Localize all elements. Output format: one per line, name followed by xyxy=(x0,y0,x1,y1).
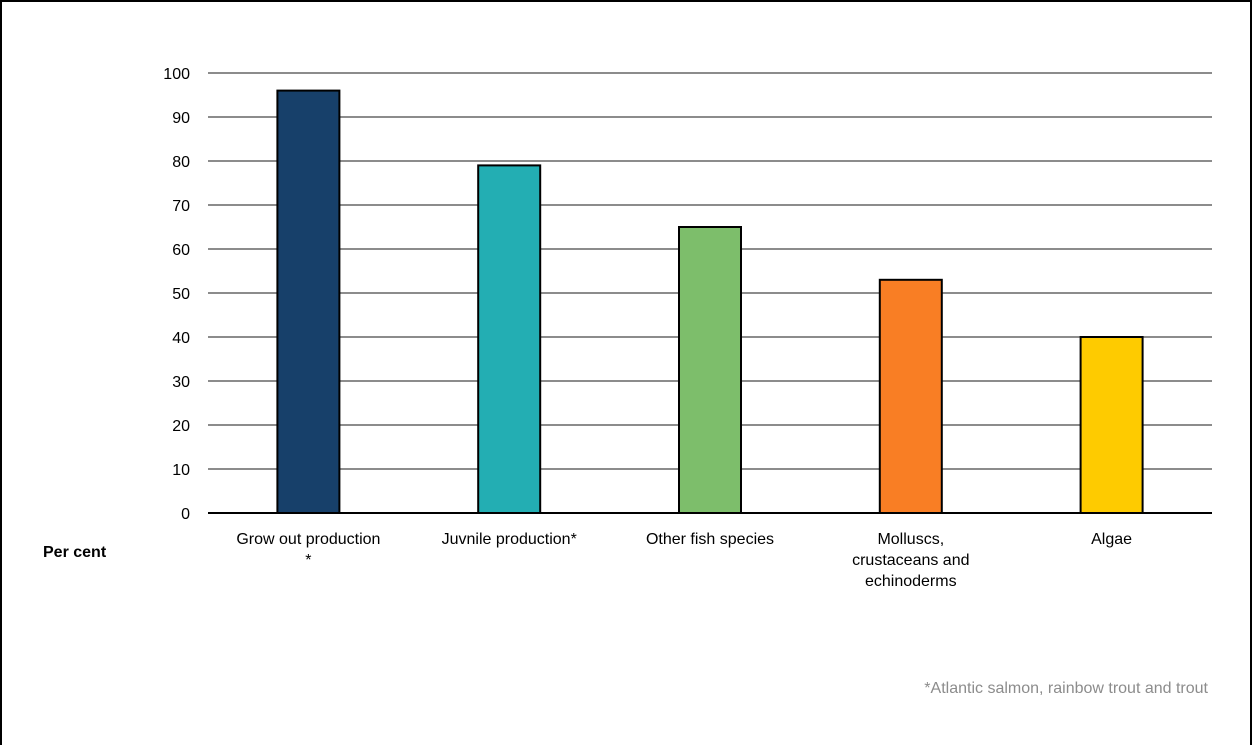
footnote: *Atlantic salmon, rainbow trout and trou… xyxy=(924,680,1208,697)
y-tick-label: 20 xyxy=(172,418,190,435)
x-axis-categories: Grow out production * Juvnile production* O… xyxy=(236,531,1132,590)
category-label-line: crustaceans and xyxy=(852,552,969,569)
y-tick-label: 70 xyxy=(172,198,190,215)
x-category-label: Molluscs, crustaceans and echinoderms xyxy=(852,531,969,590)
y-tick-label: 100 xyxy=(163,66,190,83)
x-category-label: Algae xyxy=(1091,531,1132,548)
category-label-line: echinoderms xyxy=(865,573,957,590)
x-category-label: Other fish species xyxy=(646,531,774,548)
category-label-line: Other fish species xyxy=(646,531,774,548)
category-label-line: Juvnile production* xyxy=(442,531,577,548)
y-tick-label: 50 xyxy=(172,286,190,303)
bar xyxy=(276,89,341,514)
y-axis-label: Per cent xyxy=(43,544,107,561)
y-tick-label: 40 xyxy=(172,330,190,347)
category-label-line: * xyxy=(305,552,311,569)
y-tick-label: 10 xyxy=(172,462,190,479)
category-label-line: Algae xyxy=(1091,531,1132,548)
category-label-line: Molluscs, xyxy=(877,531,944,548)
bar xyxy=(477,164,542,514)
y-tick-label: 80 xyxy=(172,154,190,171)
y-tick-label: 90 xyxy=(172,110,190,127)
bar xyxy=(678,226,742,514)
y-tick-label: 30 xyxy=(172,374,190,391)
y-axis-ticks: 0 10 20 30 40 50 60 70 80 90 100 xyxy=(163,66,190,523)
bars xyxy=(276,89,1144,514)
bar xyxy=(878,278,943,514)
y-tick-label: 0 xyxy=(181,506,190,523)
y-tick-label: 60 xyxy=(172,242,190,259)
bar xyxy=(1079,336,1144,514)
category-label-line: Grow out production xyxy=(236,531,380,548)
x-category-label: Juvnile production* xyxy=(442,531,577,548)
x-category-label: Grow out production * xyxy=(236,531,380,569)
